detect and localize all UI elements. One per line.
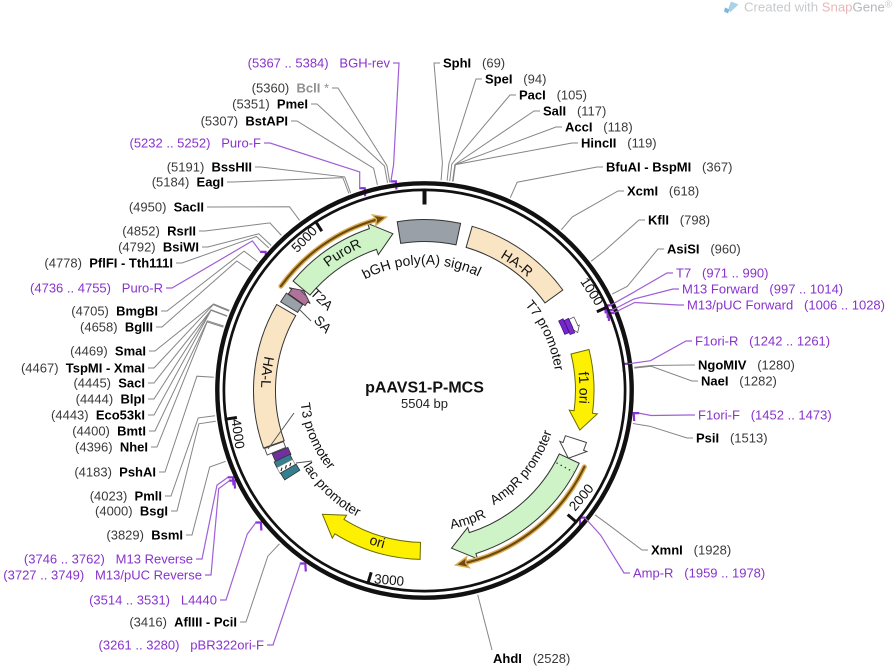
svg-text:(4445) SacI: (4445) SacI (73, 376, 145, 391)
svg-text:F1ori-F (1452 .. 1473): F1ori-F (1452 .. 1473) (698, 408, 832, 423)
svg-text:SpeI (94): SpeI (94) (485, 72, 546, 87)
svg-text:(5360) BclI *: (5360) BclI * (252, 81, 329, 96)
svg-text:(5307) BstAPI: (5307) BstAPI (201, 114, 288, 129)
svg-text:(4950) SacII: (4950) SacII (129, 200, 204, 215)
svg-text:PacI (105): PacI (105) (519, 88, 587, 103)
svg-text:AccI (118): AccI (118) (565, 120, 633, 135)
svg-text:(3514 .. 3531) L4440: (3514 .. 3531) L4440 (89, 593, 217, 608)
svg-text:F1ori-R (1242 .. 1261): F1ori-R (1242 .. 1261) (695, 334, 830, 349)
svg-text:(4183) PshAI: (4183) PshAI (74, 465, 156, 480)
svg-text:HA-L: HA-L (258, 355, 277, 388)
svg-text:PsiI (1513): PsiI (1513) (696, 431, 768, 446)
svg-text:(5367 .. 5384) BGH-rev: (5367 .. 5384) BGH-rev (248, 56, 391, 71)
svg-text:(4736 .. 4755) Puro-R: (4736 .. 4755) Puro-R (30, 281, 163, 296)
svg-text:(5232 .. 5252) Puro-F: (5232 .. 5252) Puro-F (129, 136, 261, 151)
svg-text:BfuAI - BspMI (367): BfuAI - BspMI (367) (606, 160, 732, 175)
svg-text:M13 Forward (997 .. 1014): M13 Forward (997 .. 1014) (682, 282, 843, 297)
svg-text:M13/pUC Forward (1006 .. 102: M13/pUC Forward (1006 .. 1028) (687, 298, 885, 313)
svg-text:Amp-R (1959 .. 1978): Amp-R (1959 .. 1978) (633, 566, 765, 581)
svg-text:XmnI (1928): XmnI (1928) (651, 543, 731, 558)
svg-text:(4000) BsgI: (4000) BsgI (95, 504, 168, 519)
svg-text:XcmI (618): XcmI (618) (627, 184, 699, 199)
svg-text:NaeI (1282): NaeI (1282) (701, 374, 777, 389)
svg-text:(3261 .. 3280) pBR322ori-F: (3261 .. 3280) pBR322ori-F (99, 638, 265, 653)
svg-text:(3746 .. 3762) M13 Reverse: (3746 .. 3762) M13 Reverse (24, 552, 193, 567)
svg-text:(3727 .. 3749) M13/pUC Rever: (3727 .. 3749) M13/pUC Reverse (3, 568, 202, 583)
svg-text:pAAVS1-P-MCS: pAAVS1-P-MCS (365, 380, 484, 397)
svg-text:(4444) BlpI: (4444) BlpI (76, 392, 145, 407)
svg-text:NgoMIV (1280): NgoMIV (1280) (698, 358, 795, 373)
svg-text:HincII (119): HincII (119) (581, 136, 657, 151)
svg-text:T7 (971 .. 990): T7 (971 .. 990) (676, 266, 769, 281)
svg-text:5504 bp: 5504 bp (401, 396, 448, 411)
svg-text:3000: 3000 (373, 571, 404, 589)
svg-text:(4023) PmlI: (4023) PmlI (90, 489, 162, 504)
svg-text:(4467) TspMI - XmaI: (4467) TspMI - XmaI (21, 361, 145, 376)
svg-text:(4469) SmaI: (4469) SmaI (70, 344, 146, 359)
svg-text:KflI (798): KflI (798) (648, 213, 710, 228)
svg-text:(4705) BmgBI: (4705) BmgBI (71, 304, 158, 319)
svg-text:(4658) BglII: (4658) BglII (80, 320, 153, 335)
svg-text:AsiSI (960): AsiSI (960) (667, 242, 741, 257)
svg-text:SphI (69): SphI (69) (443, 56, 505, 71)
svg-text:(4852) RsrII: (4852) RsrII (122, 224, 196, 239)
svg-text:(4396) NheI: (4396) NheI (75, 440, 148, 455)
svg-text:SalI (117): SalI (117) (543, 104, 606, 119)
svg-text:(5184) EagI: (5184) EagI (152, 175, 224, 190)
svg-text:Created with SnapGene®: Created with SnapGene® (744, 0, 893, 15)
svg-text:4000: 4000 (228, 418, 247, 450)
svg-text:(3416) AflIII - PciI: (3416) AflIII - PciI (129, 615, 237, 630)
svg-text:(5351) PmeI: (5351) PmeI (232, 97, 308, 112)
svg-text:(5191) BssHII: (5191) BssHII (167, 160, 252, 175)
svg-text:(3829) BsmI: (3829) BsmI (106, 528, 183, 543)
svg-text:(4443) Eco53kI: (4443) Eco53kI (51, 408, 145, 423)
svg-text:(4778) PflFI - Tth111I: (4778) PflFI - Tth111I (44, 256, 173, 271)
svg-text:ori: ori (368, 531, 387, 551)
svg-text:(4792) BsiWI: (4792) BsiWI (118, 240, 199, 255)
svg-text:AhdI (2528): AhdI (2528) (493, 651, 570, 666)
svg-text:(4400) BmtI: (4400) BmtI (72, 424, 146, 439)
